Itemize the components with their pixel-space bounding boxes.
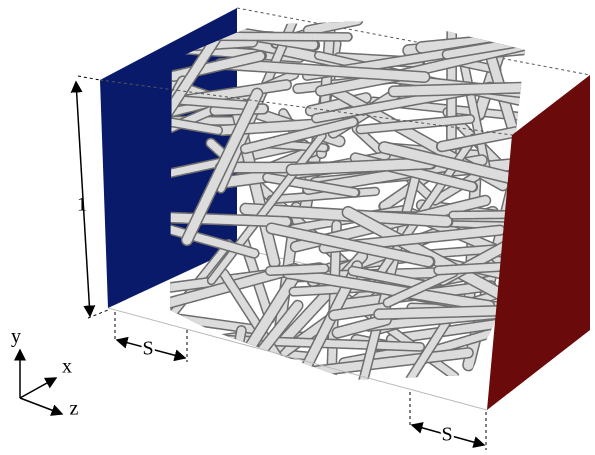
axis-arrow (20, 398, 62, 414)
fiber (85, 335, 254, 360)
figure: 1 S S y x z (0, 0, 595, 455)
right-wall (487, 75, 590, 410)
fiber (308, 20, 357, 30)
axis-arrow (20, 378, 56, 398)
axis-label: x (62, 356, 72, 378)
fiber (82, 305, 259, 330)
fiber (394, 86, 573, 91)
fiber (451, 0, 452, 156)
dim-guide (88, 310, 108, 318)
fiber (85, 335, 254, 360)
dim-guide (78, 76, 100, 80)
gap-label: S (441, 424, 452, 446)
fiber (292, 163, 431, 169)
gap-label: S (142, 338, 153, 360)
axis-label: z (70, 398, 79, 420)
height-label: 1 (77, 194, 87, 216)
axis-label: y (11, 326, 21, 348)
fiber (270, 268, 324, 270)
fiber (133, 36, 348, 37)
